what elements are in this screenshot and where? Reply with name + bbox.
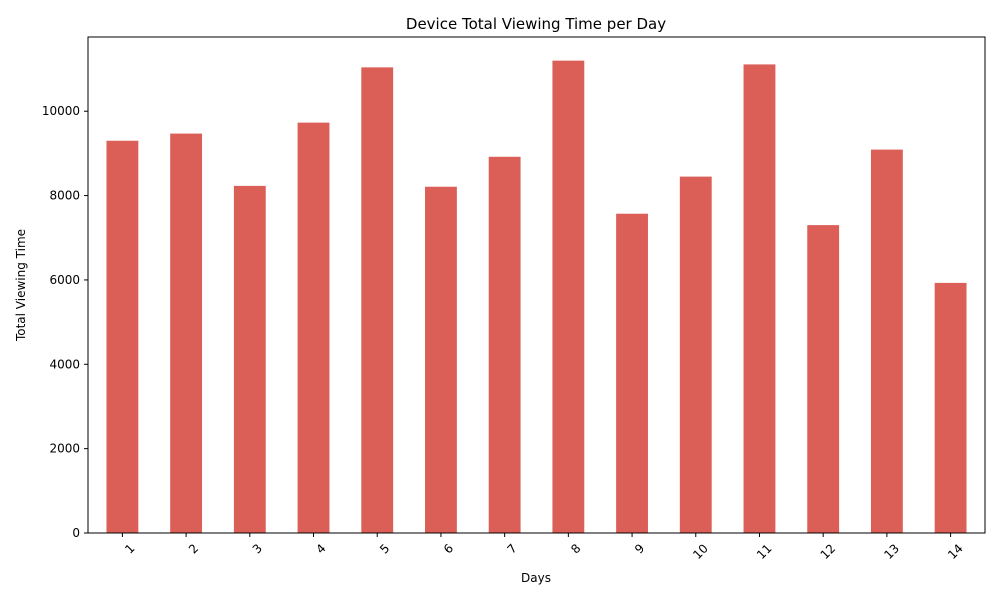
bar-day-12 [807, 225, 840, 534]
x-axis: 1 2 3 4 5 6 7 8 9 10 11 12 13 14 [121, 533, 966, 562]
y-tick-label: 2000 [49, 442, 80, 456]
x-tick-label: 4 [313, 541, 328, 556]
x-tick-label: 11 [754, 541, 775, 562]
bar-day-11 [743, 64, 776, 533]
bar-day-1 [106, 140, 139, 533]
plot-frame [87, 36, 986, 534]
x-tick-label: 5 [377, 541, 392, 556]
bar-day-9 [616, 213, 648, 533]
x-tick-label: 9 [632, 541, 647, 556]
x-tick-label: 10 [690, 541, 711, 562]
bar-day-14 [934, 282, 967, 533]
bar-day-5 [361, 67, 394, 534]
bars-group [106, 60, 967, 534]
x-tick-label: 12 [818, 541, 839, 562]
bar-day-2 [170, 133, 203, 533]
y-tick-label: 8000 [49, 189, 80, 203]
y-axis: 0 2000 4000 6000 8000 10000 [42, 104, 88, 540]
x-tick-label: 6 [441, 541, 456, 556]
x-tick-label: 7 [504, 541, 519, 556]
x-tick-label: 1 [122, 541, 137, 556]
bar-day-3 [233, 185, 266, 533]
chart-title: Device Total Viewing Time per Day [406, 15, 666, 33]
y-tick-label: 0 [72, 526, 80, 540]
x-axis-label: Days [521, 571, 551, 585]
bar-day-7 [488, 156, 521, 533]
x-tick-label: 3 [250, 541, 265, 556]
x-tick-label: 13 [881, 541, 902, 562]
y-tick-label: 10000 [42, 104, 80, 118]
bar-day-4 [297, 122, 330, 534]
x-tick-label: 14 [945, 541, 966, 562]
bar-day-8 [552, 60, 585, 534]
bar-day-10 [679, 176, 712, 534]
y-tick-label: 4000 [49, 357, 80, 371]
bar-day-13 [870, 149, 903, 534]
y-tick-label: 6000 [49, 273, 80, 287]
y-axis-label: Total Viewing Time [14, 229, 28, 342]
x-tick-label: 2 [186, 541, 201, 556]
x-tick-label: 8 [568, 541, 583, 556]
bar-day-6 [425, 186, 457, 534]
